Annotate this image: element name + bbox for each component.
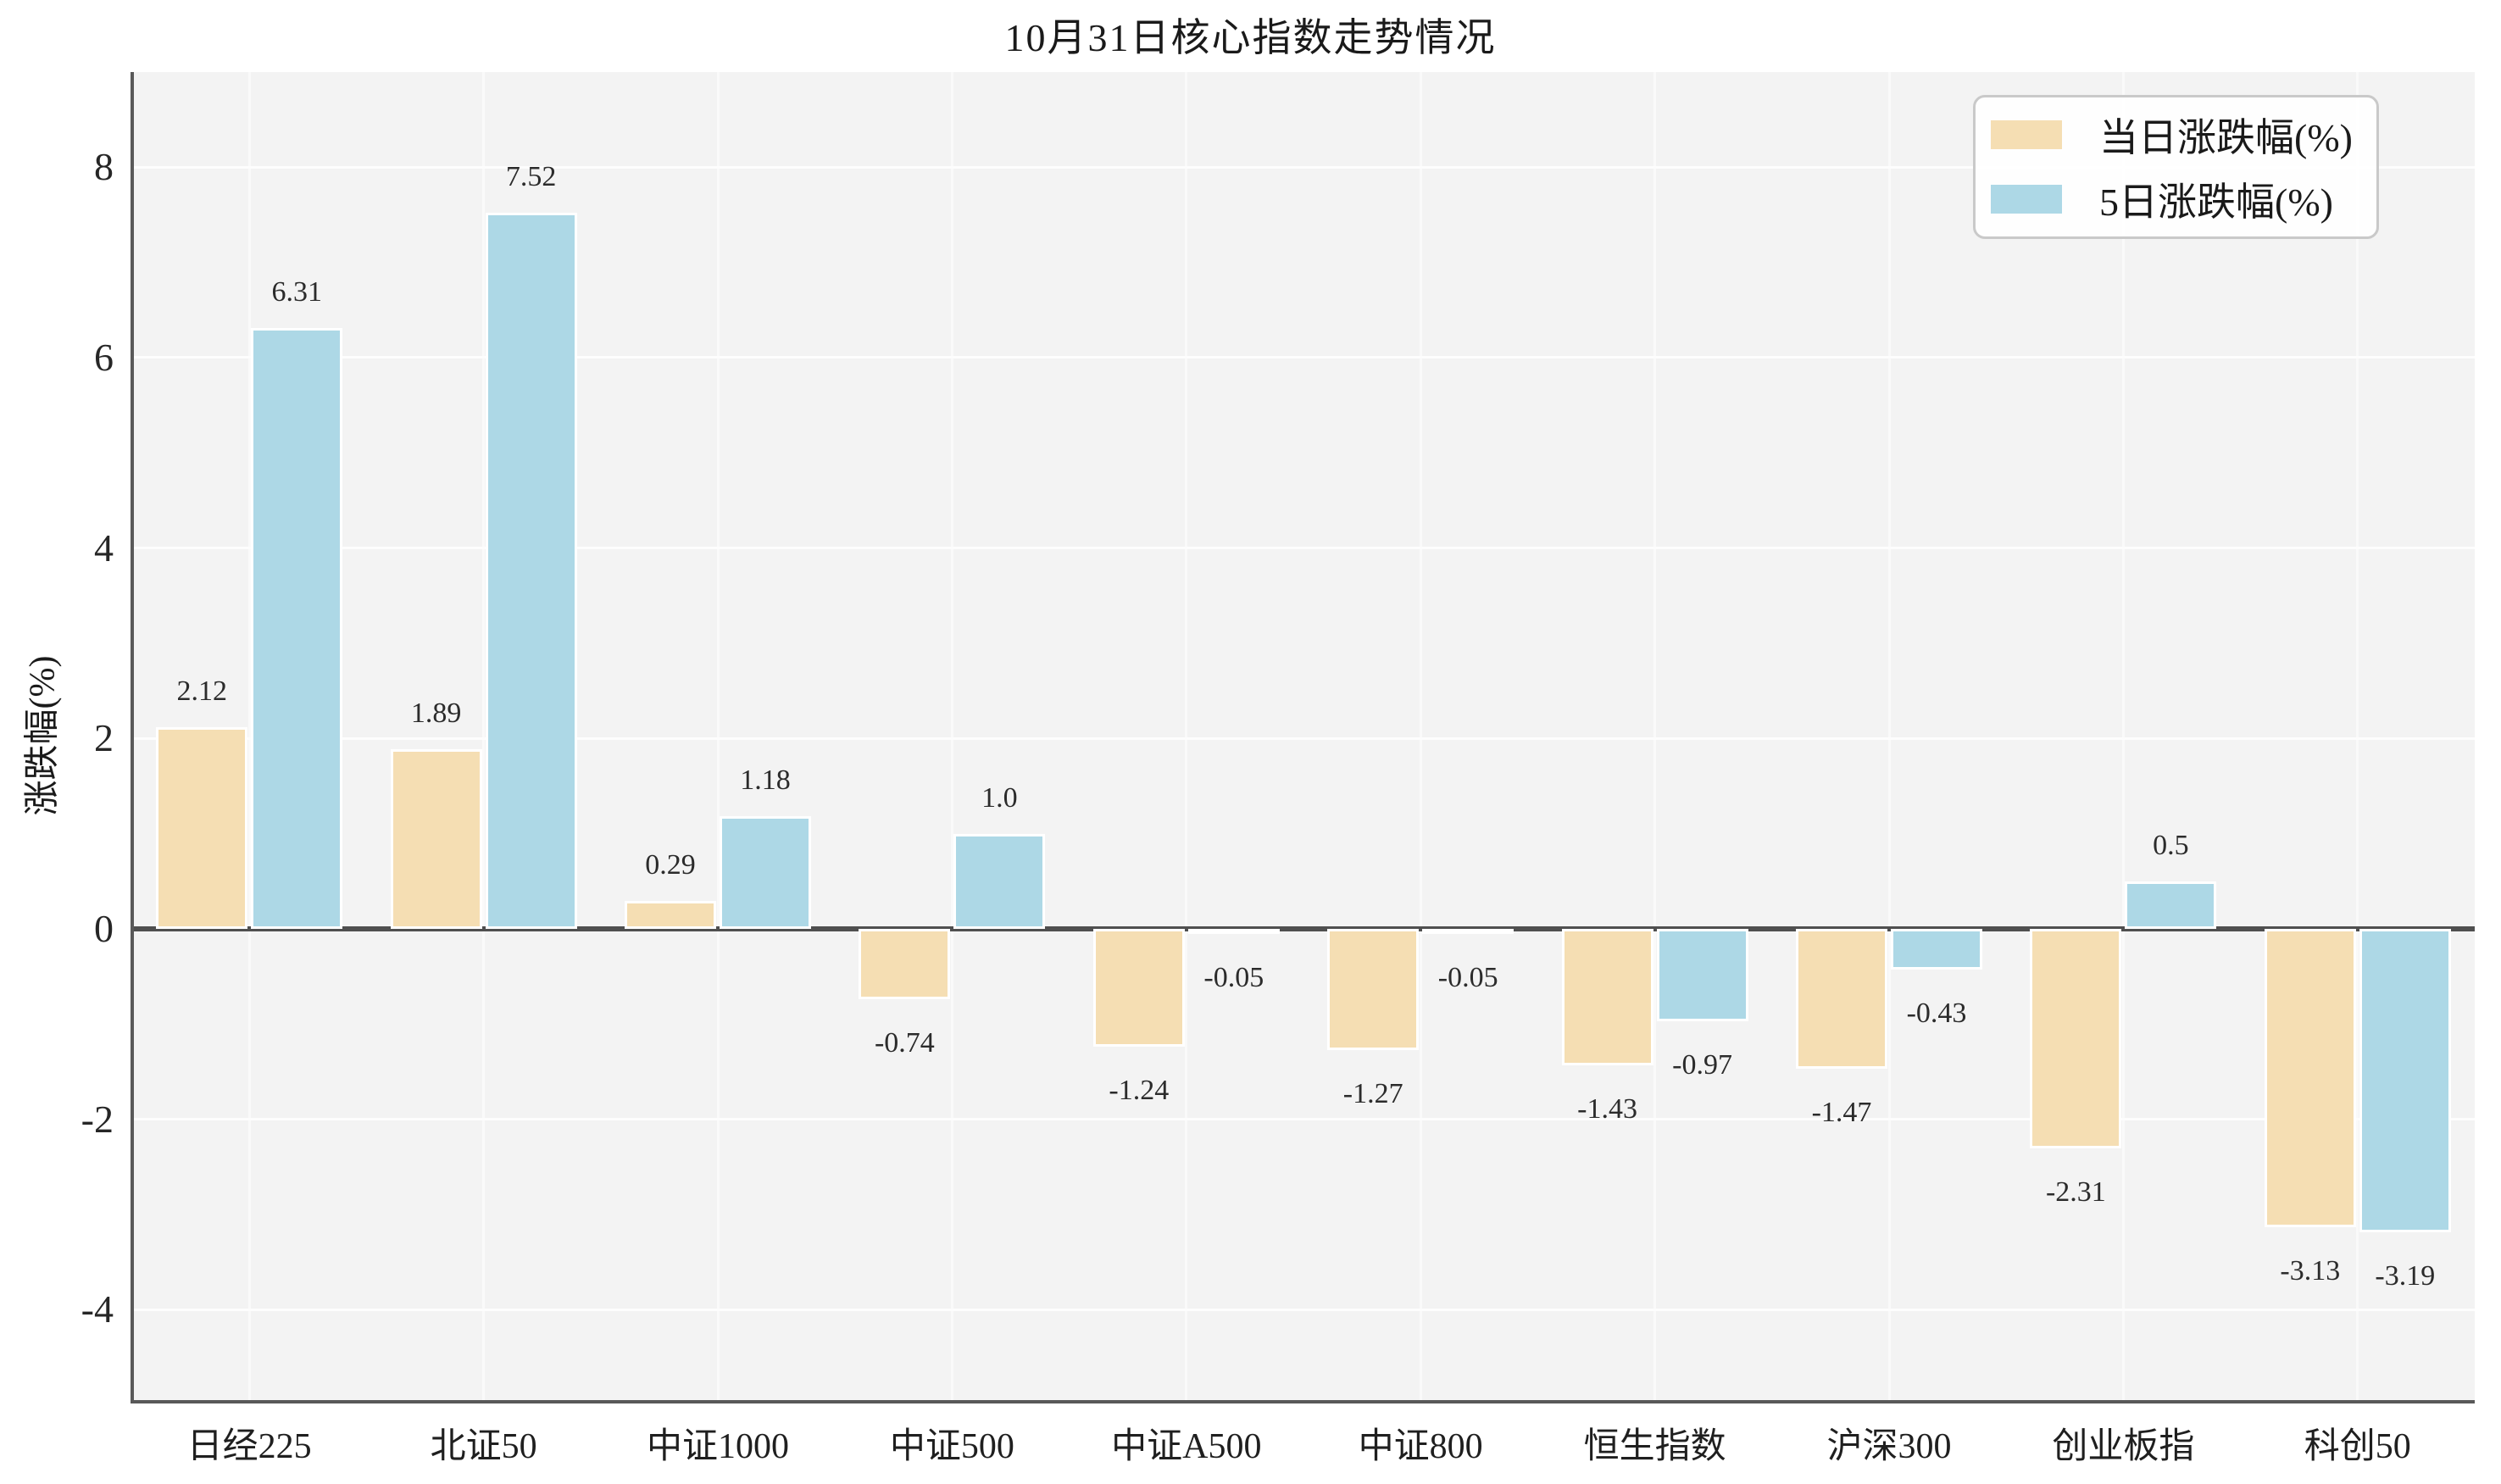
x-tick-label: 中证1000: [646, 1427, 789, 1466]
bar-5day-change: [2125, 881, 2217, 929]
gridline-vertical: [247, 72, 251, 1400]
bar-value-label: -1.24: [1109, 1075, 1170, 1107]
gridline-vertical: [1419, 72, 1422, 1400]
bar-value-label: -1.43: [1577, 1092, 1637, 1125]
bar-daily-change: [2030, 928, 2122, 1149]
x-tick-label: 科创50: [2304, 1427, 2411, 1466]
bar-value-label: -3.19: [2375, 1260, 2436, 1292]
legend-item: 当日涨跌幅(%): [1991, 114, 2353, 159]
gridline-horizontal: [132, 1308, 2475, 1311]
legend-label: 5日涨跌幅(%): [2099, 181, 2333, 224]
y-tick-label: -4: [81, 1287, 114, 1331]
x-tick-label: 中证800: [1358, 1427, 1483, 1466]
x-tick-label: 创业板指: [2052, 1427, 2195, 1466]
bar-daily-change: [1327, 928, 1420, 1050]
gridline-horizontal: [132, 356, 2475, 359]
bar-5day-change: [1891, 928, 1982, 970]
gridline-vertical: [1185, 72, 1188, 1400]
bar-daily-change: [156, 726, 248, 929]
bar-daily-change: [1092, 928, 1185, 1048]
bar-value-label: 1.0: [981, 781, 1018, 814]
x-axis-spine: [131, 1400, 2475, 1403]
bar-value-label: -0.97: [1672, 1048, 1732, 1081]
x-tick-label: 沪深300: [1826, 1427, 1952, 1466]
x-tick-label: 北证50: [430, 1427, 537, 1466]
y-tick-label: 2: [94, 716, 114, 760]
bar-5day-change: [1187, 928, 1280, 934]
bar-value-label: -0.74: [874, 1027, 935, 1059]
bar-5day-change: [1422, 928, 1514, 934]
gridline-vertical: [716, 72, 720, 1400]
gridline-horizontal: [132, 547, 2475, 550]
y-tick-label: 8: [94, 145, 114, 189]
bar-daily-change: [2264, 928, 2356, 1227]
chart-title: 10月31日核心指数走势情况: [1004, 16, 1497, 59]
bar-value-label: 0.29: [645, 849, 696, 881]
bar-daily-change: [859, 928, 951, 1000]
gridline-vertical: [2121, 72, 2125, 1400]
bar-daily-change: [625, 901, 716, 929]
gridline-vertical: [1887, 72, 1891, 1400]
bar-value-label: 1.18: [740, 764, 791, 797]
bar-value-label: 6.31: [271, 276, 322, 308]
bar-value-label: 7.52: [505, 161, 557, 193]
bar-value-label: -1.27: [1342, 1077, 1403, 1109]
gridline-vertical: [2356, 72, 2359, 1400]
bar-daily-change: [1561, 928, 1653, 1065]
gridline-vertical: [950, 72, 953, 1400]
bar-5day-change: [251, 328, 343, 929]
legend: 当日涨跌幅(%) 5日涨跌幅(%): [1973, 95, 2379, 239]
bar-value-label: -3.13: [2280, 1254, 2341, 1287]
y-tick-label: 0: [94, 906, 114, 950]
x-tick-label: 恒生指数: [1583, 1427, 1726, 1466]
legend-swatch: [1991, 185, 2063, 214]
bar-5day-change: [953, 833, 1046, 929]
legend-swatch: [1991, 120, 2063, 149]
bar-daily-change: [390, 748, 482, 929]
bar-5day-change: [2359, 928, 2451, 1233]
zero-line: [132, 925, 2475, 931]
bar-value-label: -0.05: [1437, 961, 1498, 993]
bar-value-label: -2.31: [2045, 1176, 2106, 1209]
bar-daily-change: [1796, 928, 1887, 1070]
bar-value-label: -1.47: [1811, 1097, 1872, 1129]
bar-5day-change: [1656, 928, 1748, 1021]
gridline-vertical: [1653, 72, 1657, 1400]
y-axis-spine: [131, 72, 134, 1403]
bar-5day-change: [485, 213, 577, 929]
legend-label: 当日涨跌幅(%): [2099, 116, 2353, 159]
bar-value-label: 0.5: [2153, 829, 2189, 861]
bar-value-label: -0.05: [1203, 961, 1264, 993]
gridline-horizontal: [132, 165, 2475, 169]
y-tick-label: 6: [94, 335, 114, 379]
gridline-horizontal: [132, 1118, 2475, 1121]
gridline-horizontal: [132, 736, 2475, 740]
legend-item: 5日涨跌幅(%): [1991, 179, 2353, 224]
x-tick-label: 中证500: [889, 1427, 1014, 1466]
x-tick-label: 中证A500: [1111, 1427, 1262, 1466]
gridline-vertical: [482, 72, 486, 1400]
bar-value-label: 2.12: [176, 675, 227, 707]
y-tick-label: 4: [94, 525, 114, 570]
bar-value-label: 1.89: [410, 697, 462, 729]
bar-5day-change: [720, 816, 811, 929]
bar-value-label: -0.43: [1906, 998, 1967, 1030]
y-tick-label: -2: [81, 1097, 114, 1141]
x-tick-label: 日经225: [186, 1427, 312, 1466]
